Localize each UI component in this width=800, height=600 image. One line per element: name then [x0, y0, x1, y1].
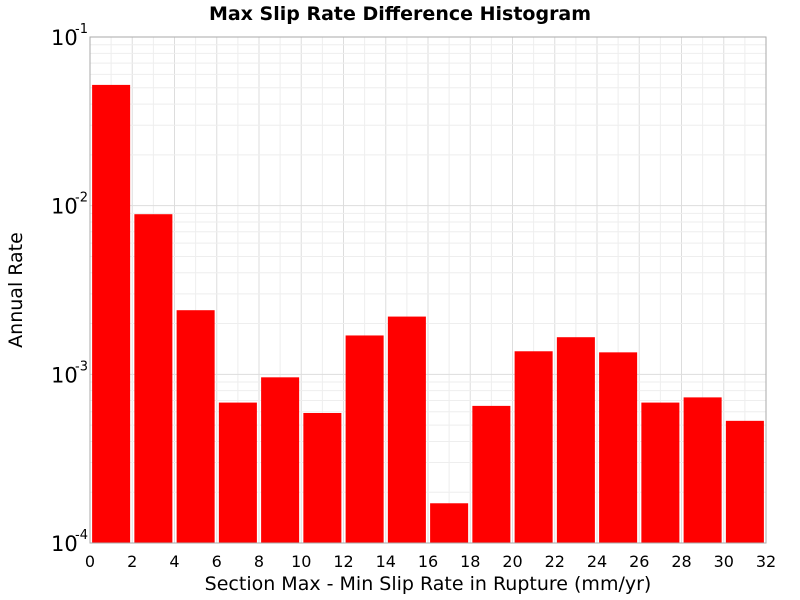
histogram-bar — [261, 377, 300, 543]
x-tick-label: 2 — [127, 552, 137, 571]
x-tick-label: 4 — [169, 552, 179, 571]
x-axis-label: Section Max - Min Slip Rate in Rupture (… — [205, 573, 652, 595]
chart-title: Max Slip Rate Difference Histogram — [209, 3, 591, 25]
y-tick-label: 10-4 — [51, 528, 88, 556]
x-tick-label: 26 — [629, 552, 649, 571]
x-tick-label: 20 — [502, 552, 522, 571]
histogram-bar — [134, 214, 173, 543]
histogram-bar — [387, 316, 426, 543]
x-tick-label: 32 — [756, 552, 776, 571]
histogram-bar — [345, 335, 384, 543]
plot-frame — [89, 36, 767, 544]
y-axis-ticks: 10-110-210-310-4 — [51, 22, 88, 556]
histogram-bar — [725, 420, 764, 543]
x-tick-label: 28 — [671, 552, 691, 571]
histogram-bar — [430, 503, 469, 543]
histogram-bar — [303, 412, 342, 543]
y-tick-label: 10-1 — [51, 22, 88, 50]
histogram-bar — [683, 397, 722, 543]
histogram-bar — [176, 310, 215, 543]
y-tick-base: 10 — [51, 26, 78, 50]
y-tick-base: 10 — [51, 195, 78, 219]
y-tick-label: 10-3 — [51, 359, 88, 387]
histogram-bar — [92, 84, 131, 544]
histogram-bar — [556, 337, 595, 543]
x-tick-label: 16 — [418, 552, 438, 571]
x-tick-label: 0 — [85, 552, 95, 571]
x-tick-label: 14 — [376, 552, 396, 571]
y-tick-label: 10-2 — [51, 191, 88, 219]
x-tick-label: 22 — [545, 552, 565, 571]
y-tick-exponent: -2 — [75, 191, 88, 206]
y-tick-exponent: -4 — [75, 528, 88, 543]
x-tick-label: 24 — [587, 552, 607, 571]
histogram-bar — [641, 402, 680, 543]
x-tick-label: 10 — [291, 552, 311, 571]
x-tick-label: 6 — [212, 552, 222, 571]
y-axis-label: Annual Rate — [5, 232, 27, 348]
histogram-bar — [514, 351, 553, 543]
y-tick-base: 10 — [51, 363, 78, 387]
y-tick-exponent: -1 — [75, 22, 88, 37]
histogram-bar — [218, 402, 257, 543]
histogram-bar — [599, 352, 638, 543]
x-tick-label: 30 — [714, 552, 734, 571]
histogram-bar — [472, 405, 511, 543]
x-tick-label: 18 — [460, 552, 480, 571]
x-axis-ticks: 0 2 4 6 8 10 12 14 16 18 20 22 24 26 28 30 32 — [85, 552, 776, 571]
x-tick-label: 12 — [333, 552, 353, 571]
y-tick-exponent: -3 — [75, 359, 88, 374]
bars — [92, 84, 764, 544]
x-tick-label: 8 — [254, 552, 264, 571]
y-tick-base: 10 — [51, 532, 78, 556]
